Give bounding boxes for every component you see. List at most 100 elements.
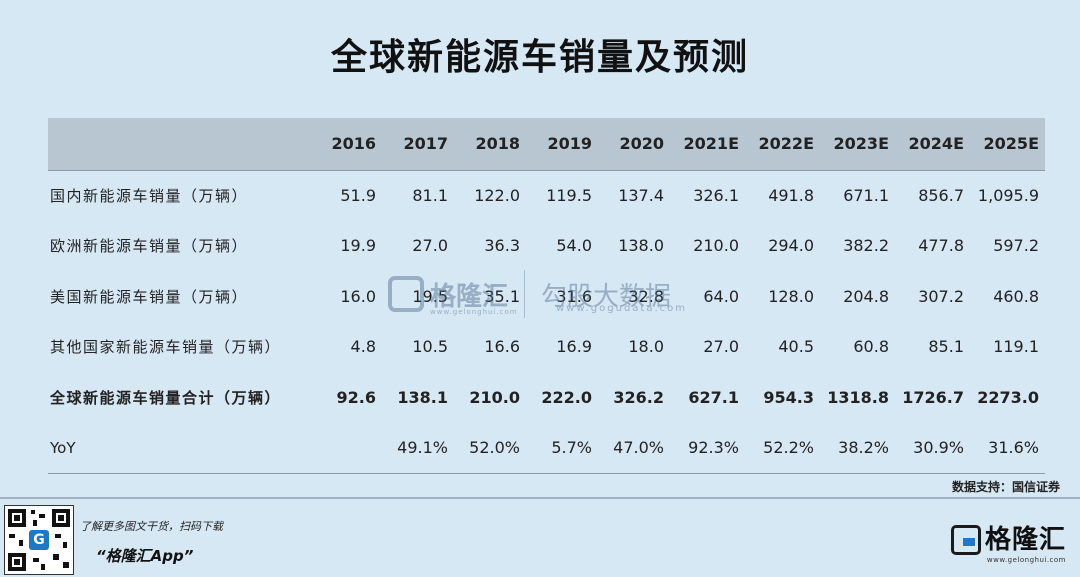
sales-table-container: 2016 2017 2018 2019 2020 2021E 2022E 202… — [48, 118, 1045, 474]
table-cell: 10.5 — [412, 337, 448, 357]
header-cell-year: 2019 — [526, 118, 598, 171]
table-cell: 16.9 — [556, 337, 592, 357]
header-cell-year: 2020 — [598, 118, 670, 171]
page-title: 全球新能源车销量及预测 — [330, 37, 749, 78]
header-cell-year: 2022E — [745, 118, 820, 171]
header-cell-year: 2023E — [820, 118, 895, 171]
brand-logo-url: www.gelonghui.com — [986, 556, 1066, 564]
row-label: 其他国家新能源车销量（万辆） — [50, 338, 282, 357]
row-label: 国内新能源车销量（万辆） — [50, 187, 249, 205]
header-cell-year: 2021E — [670, 118, 745, 171]
table-cell: 35.1 — [484, 286, 520, 306]
table-cell: 326.2 — [613, 387, 664, 407]
table-cell: 5.7% — [526, 422, 598, 474]
table-cell: 40.5 — [778, 337, 814, 357]
watermark-divider — [524, 270, 526, 318]
table-cell: 18.0 — [628, 337, 664, 357]
header-cell-year: 2025E — [970, 118, 1045, 171]
table-cell: 491.8 — [768, 186, 814, 205]
row-label: 美国新能源车销量（万辆） — [50, 287, 249, 306]
table-cell: 4.8 — [350, 337, 376, 357]
table-row-domestic: 国内新能源车销量（万辆） 51.9 81.1 122.0 119.5 137.4… — [48, 170, 1045, 221]
table-cell: 31.6% — [970, 422, 1045, 474]
watermark-logo-icon — [388, 276, 424, 312]
table-cell: 60.8 — [853, 337, 889, 357]
table-cell: 47.0% — [598, 422, 670, 474]
watermark: 格隆汇 www.gelonghui.com 勾股大数据 www.gogudata… — [388, 270, 685, 318]
table-cell: 36.3 — [484, 236, 520, 256]
table-cell: 81.1 — [412, 186, 448, 205]
table-row-other: 其他国家新能源车销量（万辆） 4.8 10.5 16.6 16.9 18.0 2… — [48, 322, 1045, 373]
table-cell: 16.6 — [484, 337, 520, 357]
table-cell: 32.8 — [628, 286, 664, 306]
footer-divider — [0, 497, 1080, 499]
table-cell: 54.0 — [556, 236, 592, 256]
table-cell: 222.0 — [541, 387, 592, 407]
watermark-sub-brand: 勾股大数据 — [541, 281, 672, 312]
table-cell: 51.9 — [340, 186, 376, 205]
table-cell: 52.0% — [454, 422, 526, 474]
brand-logo-icon — [950, 525, 981, 555]
table-cell: 16.0 — [340, 286, 376, 306]
table-cell: 671.1 — [843, 186, 889, 205]
table-cell: 92.3% — [670, 422, 745, 474]
footer-app-name: “格隆汇App” — [96, 547, 194, 565]
table-header-row: 2016 2017 2018 2019 2020 2021E 2022E 202… — [48, 118, 1045, 171]
table-cell: 138.1 — [397, 387, 448, 407]
table-cell: 27.0 — [412, 236, 448, 256]
table-row-europe: 欧洲新能源车销量（万辆） 19.9 27.0 36.3 54.0 138.0 2… — [48, 221, 1045, 272]
header-cell-year: 2018 — [454, 118, 526, 171]
table-cell: 137.4 — [618, 186, 664, 205]
table-cell: 119.5 — [546, 186, 592, 205]
watermark-brand-url: www.gelonghui.com — [430, 308, 518, 316]
table-cell: 122.0 — [474, 186, 520, 205]
brand-logo-text: 格隆汇 — [984, 525, 1066, 555]
qr-center-logo-icon: G — [29, 530, 49, 550]
table-cell: 119.1 — [993, 337, 1039, 357]
table-cell: 38.2% — [820, 422, 895, 474]
table-cell: 210.0 — [469, 387, 520, 407]
table-row-yoy: YoY 49.1% 52.0% 5.7% 47.0% 92.3% 52.2% 3… — [48, 422, 1045, 474]
header-cell-year: 2024E — [895, 118, 970, 171]
table-cell: 856.7 — [918, 186, 964, 205]
table-cell: 597.2 — [993, 236, 1039, 256]
table-cell: 19.9 — [340, 236, 376, 256]
table-cell: 52.2% — [745, 422, 820, 474]
table-cell: 477.8 — [918, 236, 964, 256]
row-label: YoY — [48, 422, 310, 474]
table-cell: 1726.7 — [902, 387, 964, 407]
data-source: 数据支持：国信证券 — [951, 480, 1060, 494]
watermark-brand: 格隆汇 — [430, 281, 509, 312]
table-row-usa: 美国新能源车销量（万辆） 16.0 19.5 35.1 31.6 32.8 64… — [48, 271, 1045, 322]
table-cell: 49.1% — [382, 422, 454, 474]
table-row-global-total: 全球新能源车销量合计（万辆） 92.6 138.1 210.0 222.0 32… — [48, 372, 1045, 423]
table-cell: 27.0 — [703, 337, 739, 357]
watermark-sub-url: www.gogudata.com — [556, 303, 688, 314]
table-cell: 954.3 — [763, 387, 814, 407]
table-cell: 92.6 — [336, 387, 376, 407]
table-cell: 460.8 — [993, 286, 1039, 306]
table-cell: 2273.0 — [977, 387, 1039, 407]
table-cell: 204.8 — [843, 286, 889, 306]
header-cell-year: 2017 — [382, 118, 454, 171]
table-cell: 31.6 — [556, 286, 592, 306]
table-cell: 326.1 — [693, 186, 739, 205]
table-cell: 19.5 — [412, 286, 448, 306]
table-cell: 382.2 — [843, 236, 889, 256]
footer — [0, 499, 1080, 577]
row-label: 欧洲新能源车销量（万辆） — [50, 237, 249, 256]
table-cell: 128.0 — [768, 286, 814, 306]
table-cell: 627.1 — [688, 387, 739, 407]
header-cell-year: 2016 — [310, 118, 382, 171]
qr-code-icon[interactable]: G — [4, 505, 74, 575]
brand-logo[interactable]: 格隆汇 www.gelonghui.com — [950, 520, 1066, 564]
table-cell: 307.2 — [918, 286, 964, 306]
table-cell: 85.1 — [928, 337, 964, 357]
table-cell — [310, 422, 382, 474]
table-cell: 64.0 — [703, 286, 739, 306]
table-cell: 294.0 — [768, 236, 814, 256]
table-cell: 138.0 — [618, 236, 664, 256]
table-cell: 210.0 — [693, 236, 739, 256]
table-cell: 1318.8 — [827, 387, 889, 407]
footer-tagline: 了解更多图文干货，扫码下载 — [80, 520, 223, 533]
